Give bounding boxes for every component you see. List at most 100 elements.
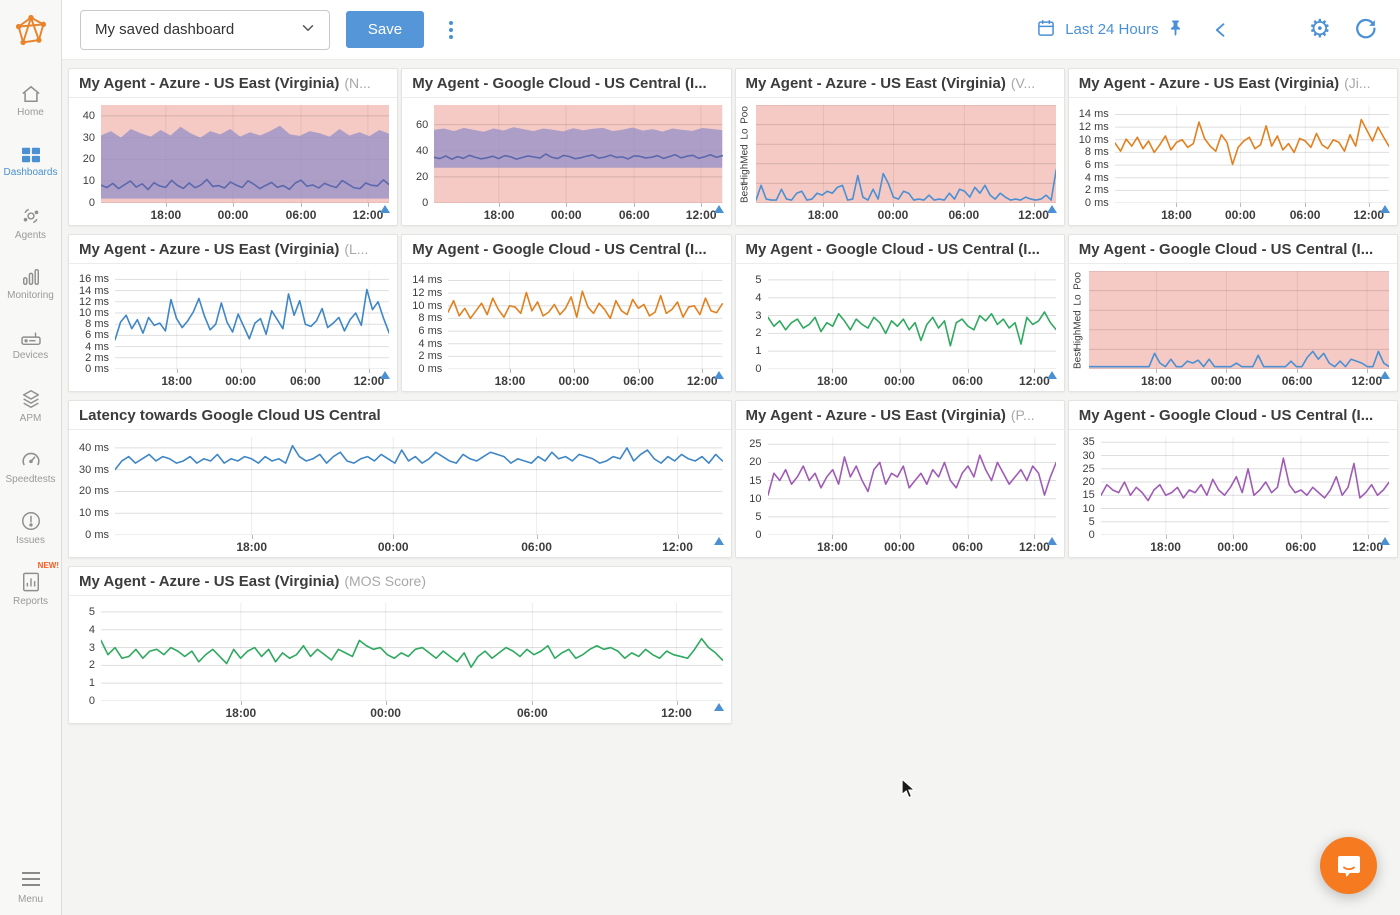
y-axis-label: Med <box>1072 310 1083 329</box>
sidebar-item-home[interactable]: Home <box>0 80 61 122</box>
chart-plot[interactable] <box>448 271 722 369</box>
chat-launcher-button[interactable] <box>1320 837 1377 894</box>
x-axis-label: 06:00 <box>290 374 321 388</box>
sidebar-item-devices[interactable]: Devices <box>0 324 61 366</box>
chart-card[interactable]: My Agent - Azure - US East (Virginia)(V.… <box>735 68 1065 226</box>
chart-card[interactable]: Latency towards Google Cloud US Central0… <box>68 400 732 558</box>
x-axis-tick <box>968 535 969 539</box>
sidebar-item-dashboards[interactable]: Dashboards <box>0 141 61 183</box>
more-options-icon[interactable] <box>438 12 464 48</box>
sidebar: Home Dashboards Agents Monitoring Devices APM… <box>0 0 62 915</box>
y-axis-label: 20 <box>749 456 761 468</box>
apm-icon <box>20 388 42 410</box>
sidebar-item-apm[interactable]: APM <box>0 385 61 427</box>
resize-handle-icon[interactable] <box>714 205 724 213</box>
x-axis-label: 00:00 <box>1225 208 1256 222</box>
y-axis-label: 0 ms <box>418 363 442 375</box>
sidebar-item-issues[interactable]: Issues <box>0 507 61 549</box>
sidebar-item-monitoring[interactable]: Monitoring <box>0 263 61 305</box>
chart-plot[interactable] <box>768 437 1056 535</box>
sidebar-item-speedtests[interactable]: Speedtests <box>0 446 61 488</box>
chart-card[interactable]: My Agent - Azure - US East (Virginia)(N.… <box>68 68 398 226</box>
resize-handle-icon[interactable] <box>1047 537 1057 545</box>
chart-card-header: Latency towards Google Cloud US Central <box>69 401 731 430</box>
chart-plot[interactable] <box>101 105 389 203</box>
y-axis-label: 0 <box>89 695 95 707</box>
x-axis-label: 00:00 <box>225 374 256 388</box>
resize-handle-icon[interactable] <box>1047 205 1057 213</box>
time-range-button[interactable]: Last 24 Hours <box>1036 18 1182 42</box>
x-axis: 18:0000:0006:0012:00 <box>756 203 1056 225</box>
sidebar-menu-label: Menu <box>18 894 43 905</box>
y-axis-label: Med <box>739 144 750 163</box>
chart-card[interactable]: My Agent - Azure - US East (Virginia)(Ji… <box>1068 68 1398 226</box>
x-axis-tick <box>305 369 306 373</box>
x-axis-label: 06:00 <box>1282 374 1313 388</box>
save-button[interactable]: Save <box>346 11 424 48</box>
y-axis-label: Lo <box>1072 295 1083 306</box>
chart-plot[interactable] <box>115 271 389 369</box>
chart-plot-area: 012345 <box>69 596 731 701</box>
resize-handle-icon[interactable] <box>714 537 724 545</box>
sidebar-item-label: Monitoring <box>7 290 54 301</box>
chart-title: My Agent - Google Cloud - US Central (I.… <box>1079 241 1373 258</box>
pin-icon <box>1168 19 1183 40</box>
resize-handle-icon[interactable] <box>714 703 724 711</box>
chart-card-header: My Agent - Google Cloud - US Central (I.… <box>1069 401 1397 430</box>
chart-card[interactable]: My Agent - Google Cloud - US Central (I.… <box>1068 400 1398 558</box>
dashboard-select[interactable]: My saved dashboard <box>80 10 330 50</box>
chart-card[interactable]: My Agent - Google Cloud - US Central (I.… <box>735 234 1065 392</box>
resize-handle-icon[interactable] <box>1380 371 1390 379</box>
resize-handle-icon[interactable] <box>1380 537 1390 545</box>
y-axis-label: 0 <box>422 197 428 209</box>
chart-svg <box>448 271 722 369</box>
x-axis-label: 18:00 <box>1141 374 1172 388</box>
y-axis: 0510152025 <box>736 437 768 535</box>
x-axis: 18:0000:0006:0012:00 <box>1089 369 1389 391</box>
chart-plot-area: PooLoMedHighBest <box>1069 264 1397 369</box>
x-axis-label: 00:00 <box>1211 374 1242 388</box>
chart-plot[interactable] <box>756 105 1056 203</box>
resize-handle-icon[interactable] <box>380 205 390 213</box>
chart-card[interactable]: My Agent - Azure - US East (Virginia)(MO… <box>68 566 732 724</box>
chart-card[interactable]: My Agent - Google Cloud - US Central (I.… <box>1068 234 1398 392</box>
y-axis-label: 10 ms <box>1079 134 1109 146</box>
app-logo-icon[interactable] <box>0 0 62 60</box>
dashboard-scroll-area[interactable]: My Agent - Azure - US East (Virginia)(N.… <box>62 60 1400 915</box>
sidebar-item-agents[interactable]: Agents <box>0 202 61 244</box>
chart-title: My Agent - Google Cloud - US Central (I.… <box>746 241 1040 258</box>
x-axis-tick <box>1034 203 1035 207</box>
chart-plot-area: 0510152025 <box>736 430 1064 535</box>
resize-handle-icon[interactable] <box>1380 205 1390 213</box>
chart-plot[interactable] <box>434 105 722 203</box>
settings-gear-icon[interactable]: ⚙ <box>1309 17 1331 42</box>
sidebar-item-label: Issues <box>16 535 45 546</box>
resize-handle-icon[interactable] <box>380 371 390 379</box>
sidebar-item-menu[interactable]: Menu <box>0 871 61 905</box>
x-axis-label: 12:00 <box>1019 374 1050 388</box>
y-axis-label: 2 <box>89 659 95 671</box>
chart-plot[interactable] <box>115 437 723 535</box>
chart-plot-area: 010203040 <box>69 98 397 203</box>
y-axis-label: 6 ms <box>1085 159 1109 171</box>
chart-card[interactable]: My Agent - Azure - US East (Virginia)(L.… <box>68 234 398 392</box>
chart-plot[interactable] <box>101 603 723 701</box>
chart-title: My Agent - Azure - US East (Virginia) <box>79 241 339 258</box>
sidebar-item-reports[interactable]: ReportsNEW! <box>0 568 61 610</box>
resize-handle-icon[interactable] <box>714 371 724 379</box>
y-axis-label: 6 ms <box>85 329 109 341</box>
chart-plot[interactable] <box>1115 105 1389 203</box>
chart-card[interactable]: My Agent - Azure - US East (Virginia)(P.… <box>735 400 1065 558</box>
y-axis: 0 ms2 ms4 ms6 ms8 ms10 ms12 ms14 ms <box>402 271 448 369</box>
sidebar-item-label: Dashboards <box>4 167 58 178</box>
chart-card[interactable]: My Agent - Google Cloud - US Central (I.… <box>401 234 731 392</box>
collapse-panel-icon[interactable] <box>1211 19 1231 41</box>
chart-plot[interactable] <box>1089 271 1389 369</box>
chart-plot-area: 0 ms2 ms4 ms6 ms8 ms10 ms12 ms14 ms <box>1069 98 1397 203</box>
chart-plot[interactable] <box>1101 437 1389 535</box>
resize-handle-icon[interactable] <box>1047 371 1057 379</box>
chart-card[interactable]: My Agent - Google Cloud - US Central (I.… <box>401 68 731 226</box>
chart-card-header: My Agent - Azure - US East (Virginia)(N.… <box>69 69 397 98</box>
chart-plot[interactable] <box>768 271 1056 369</box>
refresh-icon[interactable] <box>1353 18 1376 41</box>
